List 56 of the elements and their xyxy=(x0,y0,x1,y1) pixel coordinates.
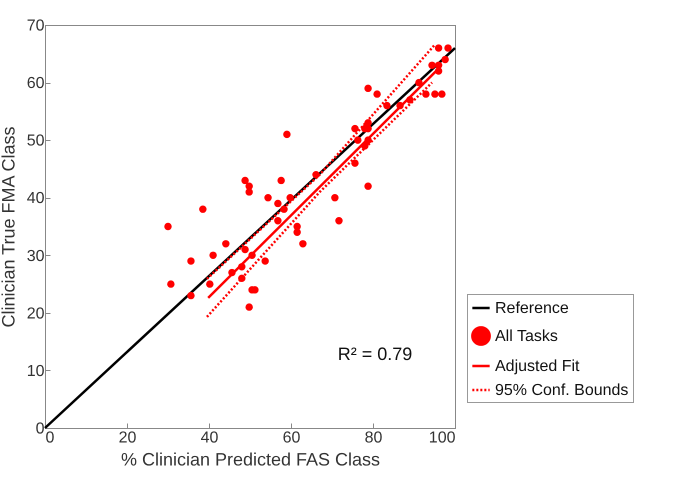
point xyxy=(351,124,359,132)
point xyxy=(383,102,391,110)
point xyxy=(241,246,249,254)
point xyxy=(187,257,195,265)
point xyxy=(431,90,439,98)
y-tick-label: 20 xyxy=(26,305,45,322)
point xyxy=(261,257,269,265)
x-axis-title: % Clinician Predicted FAS Class xyxy=(120,450,380,470)
point xyxy=(422,90,430,98)
legend-label: Reference xyxy=(495,300,569,317)
x-tick-label: 20 xyxy=(118,430,136,446)
y-tick-label: 50 xyxy=(26,132,45,150)
point xyxy=(277,176,285,184)
annotation: R² = 0.79 xyxy=(338,344,412,364)
point xyxy=(335,217,343,224)
point xyxy=(241,176,249,184)
x-tick-label: 40 xyxy=(200,430,218,446)
point xyxy=(199,206,207,213)
x-tick-label: 80 xyxy=(364,430,382,446)
point xyxy=(428,62,436,69)
point xyxy=(209,252,217,259)
point xyxy=(206,280,214,288)
y-tick-label: 60 xyxy=(26,75,45,92)
point xyxy=(164,222,172,230)
point xyxy=(364,84,372,92)
point xyxy=(274,200,282,208)
legend-label: Adjusted Fit xyxy=(495,358,580,375)
legend-label: All Tasks xyxy=(495,328,558,345)
y-tick-label: 40 xyxy=(26,190,45,208)
x-tick-label: 100 xyxy=(428,430,456,446)
y-tick-label: 10 xyxy=(26,362,45,380)
point xyxy=(245,303,253,311)
point xyxy=(283,130,291,138)
y-axis-title: Clinician True FMA Class xyxy=(0,126,19,328)
point xyxy=(274,217,282,224)
point xyxy=(438,90,446,98)
point xyxy=(354,136,362,144)
point xyxy=(264,194,272,202)
point xyxy=(351,159,359,167)
point xyxy=(444,44,452,52)
point xyxy=(293,228,301,236)
legend-label: 95% Conf. Bounds xyxy=(495,382,628,399)
point xyxy=(222,240,230,248)
point xyxy=(299,240,307,248)
point xyxy=(364,182,372,190)
point xyxy=(331,194,339,202)
x-tick-label: 60 xyxy=(282,430,300,446)
y-tick-label: 70 xyxy=(26,18,45,34)
point xyxy=(245,188,253,196)
point xyxy=(187,292,195,300)
point xyxy=(441,56,449,64)
y-tick-label: 30 xyxy=(26,248,45,265)
point xyxy=(286,194,294,202)
point xyxy=(167,280,175,288)
point xyxy=(434,44,442,52)
point xyxy=(373,90,381,98)
